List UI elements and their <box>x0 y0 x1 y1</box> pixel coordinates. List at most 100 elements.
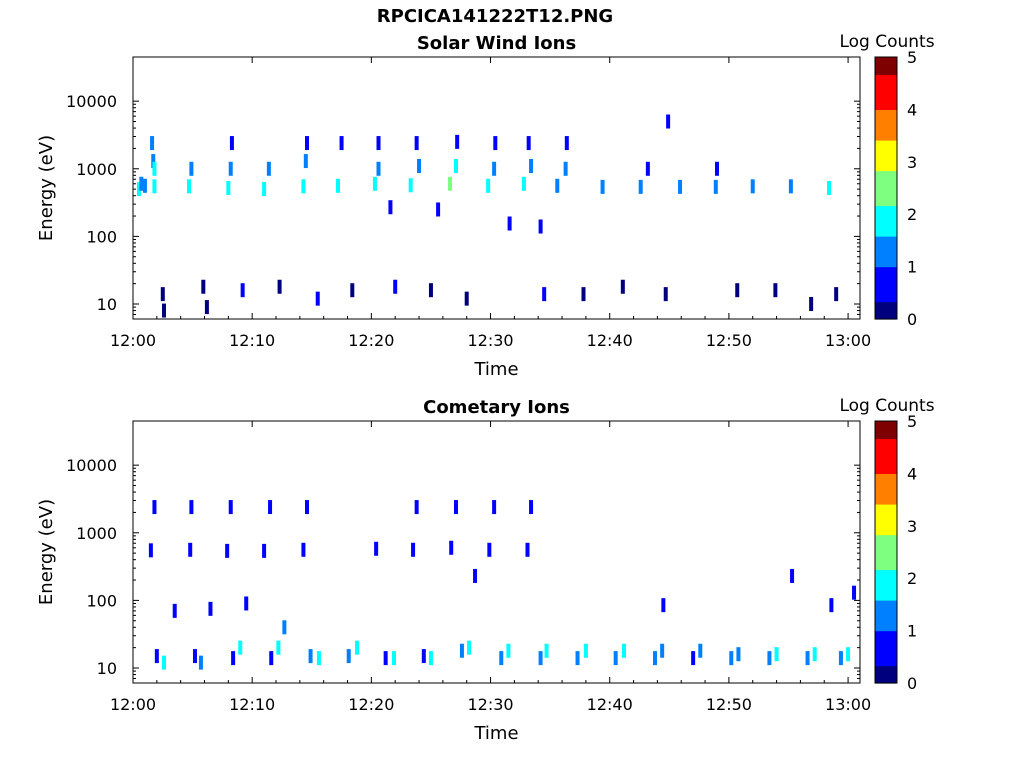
x-tick-label: 13:00 <box>825 331 871 350</box>
colorbar-segment <box>875 639 897 645</box>
colorbar-segment <box>875 113 897 119</box>
y-tick-label: 100 <box>86 227 117 246</box>
x-tick-label: 12:10 <box>229 695 275 714</box>
heatmap-cell <box>376 161 381 176</box>
colorbar-tick-label: 5 <box>907 48 917 67</box>
plot-frame <box>132 56 861 320</box>
colorbar-segment <box>875 87 897 93</box>
colorbar-segment <box>875 543 897 549</box>
colorbar-segment <box>875 57 897 62</box>
heatmap-cell <box>374 541 379 556</box>
colorbar-segment <box>875 96 897 102</box>
heatmap-cell <box>492 500 497 515</box>
heatmap-cell <box>339 136 344 151</box>
colorbar-segment <box>875 310 897 316</box>
colorbar-segment <box>875 438 897 444</box>
colorbar-segment <box>875 421 897 426</box>
colorbar-segment <box>875 305 897 311</box>
colorbar-segment <box>875 473 897 479</box>
colorbar-segment <box>875 231 897 237</box>
plot-frame <box>132 420 861 684</box>
heatmap-cell <box>383 651 388 666</box>
heatmap-cell <box>750 179 755 194</box>
heatmap-cell <box>266 161 271 176</box>
colorbar-tick-label: 3 <box>907 153 917 172</box>
y-tick-label: 1000 <box>76 524 117 543</box>
heatmap-cell <box>152 161 157 176</box>
colorbar-segment <box>875 630 897 636</box>
colorbar-segment <box>875 174 897 180</box>
colorbar-segment <box>875 582 897 588</box>
heatmap-cell <box>316 651 321 666</box>
x-axis-label: Time <box>473 723 518 744</box>
heatmap-cell <box>414 136 419 151</box>
heatmap-cell <box>172 603 177 618</box>
heatmap-cell <box>355 640 360 655</box>
heatmap-cell <box>372 176 377 191</box>
colorbar-segment <box>875 578 897 584</box>
heatmap-cell <box>305 500 310 515</box>
heatmap-cell <box>152 500 157 515</box>
heatmap-cell <box>678 179 683 194</box>
heatmap-cell <box>666 114 671 129</box>
heatmap-cell <box>231 651 236 666</box>
colorbar-segment <box>875 83 897 89</box>
heatmap-cell <box>393 279 398 294</box>
colorbar-segment <box>875 495 897 501</box>
y-tick-label: 10000 <box>66 456 117 475</box>
heatmap-cell <box>729 651 734 666</box>
colorbar-segment <box>875 643 897 649</box>
colorbar-tick-label: 0 <box>907 310 917 329</box>
heatmap-cell <box>827 180 832 195</box>
heatmap-cell <box>653 651 658 666</box>
colorbar-segment <box>875 105 897 110</box>
heatmap-cell <box>262 543 267 558</box>
heatmap-cell <box>301 179 306 194</box>
colorbar-segment <box>875 600 897 605</box>
x-tick-label: 12:30 <box>467 695 513 714</box>
heatmap-cell <box>542 287 547 302</box>
colorbar-segment <box>875 652 897 658</box>
colorbar-segment <box>875 604 897 610</box>
heatmap-cell <box>698 643 703 658</box>
heatmap-cell <box>809 297 814 312</box>
heatmap-cell <box>315 291 320 306</box>
heatmap-cell <box>208 601 213 616</box>
heatmap-cell <box>139 176 144 191</box>
y-tick-label: 1000 <box>76 160 117 179</box>
heatmap-cell <box>449 540 454 555</box>
heatmap-cell <box>493 136 498 151</box>
heatmap-cell <box>244 596 249 611</box>
heatmap-cell <box>661 598 666 613</box>
heatmap-cell <box>350 283 355 298</box>
heatmap-cell <box>268 500 273 515</box>
colorbar-segment <box>875 288 897 294</box>
heatmap-cell <box>691 651 696 666</box>
colorbar-segment <box>875 270 897 276</box>
x-tick-label: 12:50 <box>706 695 752 714</box>
y-axis-label: Energy (eV) <box>36 135 57 241</box>
x-axis-label: Time <box>473 359 518 380</box>
colorbar-segment <box>875 118 897 124</box>
colorbar-segment <box>875 275 897 281</box>
heatmap-cell <box>161 303 166 318</box>
colorbar-segment <box>875 508 897 514</box>
colorbar-segment <box>875 482 897 488</box>
colorbar-segment <box>875 477 897 483</box>
heatmap-cell <box>229 136 234 151</box>
colorbar-segment <box>875 469 897 474</box>
heatmap-cell <box>829 598 834 613</box>
heatmap-cell <box>392 651 397 666</box>
heatmap-cell <box>499 651 504 666</box>
heatmap-cell <box>282 620 287 635</box>
colorbar-segment <box>875 503 897 509</box>
heatmap-cell <box>303 154 308 169</box>
colorbar-segment <box>875 521 897 527</box>
colorbar-segment <box>875 100 897 106</box>
colorbar-segment <box>875 109 897 115</box>
colorbar-tick-label: 1 <box>907 622 917 641</box>
colorbar-segment <box>875 613 897 619</box>
colorbar-segment <box>875 196 897 202</box>
heatmap-cell <box>838 651 843 666</box>
